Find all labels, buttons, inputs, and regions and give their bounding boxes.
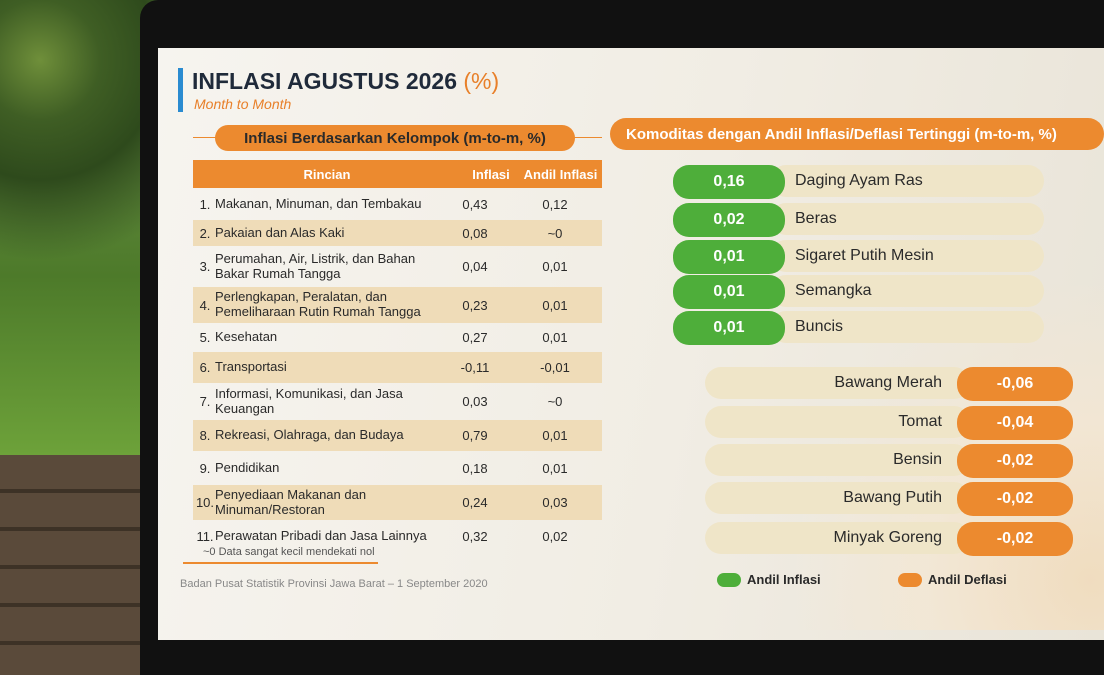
contribution-value: ~0 (547, 394, 563, 409)
contribution-value: 0,01 (542, 330, 568, 345)
title-unit: (%) (463, 68, 500, 94)
commodity-label: Buncis (770, 311, 1044, 343)
inflation-value: 0,18 (462, 460, 488, 476)
table-row (193, 420, 602, 451)
inflation-value: 0,32 (462, 528, 488, 544)
contribution-value: -0,01 (540, 360, 570, 375)
contribution-value: 0,12 (542, 196, 568, 212)
divider (183, 562, 378, 564)
inflation-value: 0,79 (462, 428, 488, 443)
row-label: Penyediaan Makanan dan Minuman/Restoran (215, 486, 367, 517)
commodity-label: Daging Ayam Ras (770, 165, 1044, 197)
title-accent (178, 68, 183, 112)
row-number: 6. (199, 360, 211, 375)
row-label: Kesehatan (215, 329, 278, 345)
inflation-value: -0,11 (460, 360, 490, 375)
row-number: 10. (195, 495, 215, 510)
row-number: 8. (199, 428, 211, 443)
commodity-label: Bensin (705, 444, 970, 476)
column-header: Inflasi (461, 160, 521, 188)
commodity-value: -0,02 (957, 482, 1073, 516)
section-title: Komoditas dengan Andil Inflasi/Deflasi T… (610, 118, 1104, 150)
commodity-value: 0,02 (673, 203, 785, 237)
row-label: Perumahan, Air, Listrik, dan Bahan Bakar… (215, 250, 416, 281)
legend-swatch (898, 573, 922, 587)
contribution-value: 0,01 (542, 259, 568, 274)
contribution-value: 0,01 (542, 297, 568, 313)
footnote: ~0 Data sangat kecil mendekati nol (203, 546, 375, 558)
inflation-value: 0,43 (462, 196, 488, 212)
legend-label: Andil Inflasi (747, 572, 821, 587)
commodity-value: 0,16 (673, 165, 785, 199)
commodity-label: Semangka (770, 275, 1044, 307)
row-label: Rekreasi, Olahraga, dan Budaya (215, 427, 404, 443)
commodity-value: -0,04 (957, 406, 1073, 440)
contribution-value: ~0 (547, 225, 563, 241)
contribution-value: 0,02 (542, 528, 568, 544)
row-number: 11. (196, 528, 214, 544)
section-title: Inflasi Berdasarkan Kelompok (m-to-m, %) (215, 125, 575, 151)
inflation-value: 0,24 (462, 495, 488, 510)
row-label: Transportasi (215, 359, 287, 375)
inflation-value: 0,27 (462, 330, 488, 345)
commodity-label: Minyak Goreng (705, 522, 970, 554)
commodity-value: 0,01 (673, 311, 785, 345)
row-label: Perlengkapan, Peralatan, dan Pemeliharaa… (215, 289, 421, 319)
title-text: INFLASI AGUSTUS 2026 (192, 68, 457, 94)
table-row (193, 485, 602, 520)
column-header: Andil Inflasi (519, 160, 602, 188)
commodity-value: 0,01 (673, 240, 785, 274)
subtitle: Month to Month (194, 96, 292, 112)
inflation-value: 0,08 (462, 225, 488, 241)
commodity-label: Bawang Putih (705, 482, 970, 514)
table-row (193, 287, 602, 323)
background-tree (0, 0, 160, 460)
inflation-value: 0,23 (462, 297, 488, 313)
commodity-value: -0,02 (957, 444, 1073, 478)
column-header: Rincian (193, 160, 461, 188)
contribution-value: 0,01 (542, 460, 568, 476)
commodity-label: Tomat (705, 406, 970, 438)
inflation-value: 0,04 (462, 259, 488, 274)
inflation-value: 0,03 (462, 394, 488, 409)
row-number: 1. (199, 196, 211, 212)
commodity-label: Beras (770, 203, 1044, 235)
background-table (0, 455, 160, 675)
source: Badan Pusat Statistik Provinsi Jawa Bara… (180, 578, 488, 590)
title: INFLASI AGUSTUS 2026 (%) (192, 68, 499, 95)
row-label: Makanan, Minuman, dan Tembakau (215, 195, 422, 211)
row-label: Pakaian dan Alas Kaki (215, 224, 345, 240)
row-label: Informasi, Komunikasi, dan Jasa Keuangan (215, 385, 403, 416)
row-label: Perawatan Pribadi dan Jasa Lainnya (215, 527, 427, 543)
row-number: 2. (199, 225, 211, 241)
table-row (193, 352, 602, 383)
contribution-value: 0,01 (542, 428, 568, 443)
commodity-value: -0,02 (957, 522, 1073, 556)
row-number: 3. (199, 259, 211, 274)
row-number: 9. (199, 460, 211, 476)
commodity-label: Bawang Merah (705, 367, 970, 399)
row-number: 4. (199, 297, 211, 313)
legend-label: Andil Deflasi (928, 572, 1007, 587)
row-number: 5. (199, 330, 211, 345)
commodity-value: 0,01 (673, 275, 785, 309)
commodity-value: -0,06 (957, 367, 1073, 401)
row-label: Pendidikan (215, 459, 280, 475)
commodity-label: Sigaret Putih Mesin (770, 240, 1044, 272)
legend-swatch (717, 573, 741, 587)
row-number: 7. (199, 394, 211, 409)
contribution-value: 0,03 (542, 495, 568, 510)
table-row (193, 220, 602, 246)
